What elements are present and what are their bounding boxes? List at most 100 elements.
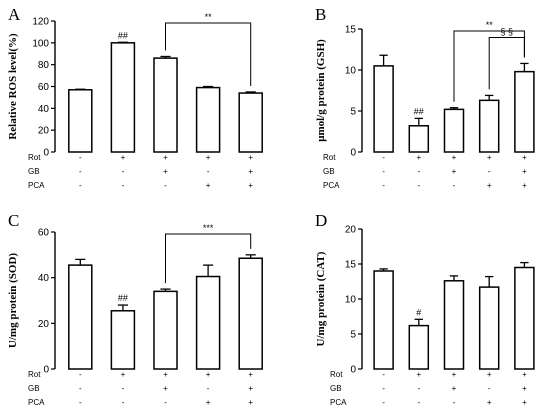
condition-sign: + [487, 370, 492, 379]
significance-mark: # [416, 307, 421, 317]
panel-letter: A [8, 5, 21, 24]
y-tick-label: 60 [38, 228, 50, 239]
y-tick-label: 20 [38, 319, 50, 330]
condition-sign: - [488, 384, 491, 393]
condition-label-gb: GB [330, 384, 342, 393]
bar [373, 270, 394, 370]
condition-sign: + [248, 370, 253, 379]
bar [478, 286, 500, 370]
bar [153, 57, 178, 153]
condition-label-gb: GB [323, 167, 335, 176]
condition-sign: - [382, 384, 385, 393]
significance-mark: ## [118, 30, 128, 40]
bar [373, 65, 394, 153]
bar [195, 275, 221, 370]
condition-sign: - [164, 398, 167, 407]
condition-sign: + [248, 384, 253, 393]
y-axis-label: Relative ROS level(%) [7, 33, 19, 140]
condition-sign: + [206, 398, 211, 407]
condition-sign: - [122, 167, 125, 176]
condition-sign: + [248, 398, 253, 407]
y-tick-label: 5 [350, 107, 356, 118]
condition-sign: - [417, 167, 420, 176]
condition-sign: + [487, 181, 492, 190]
bar [478, 99, 500, 153]
condition-label-pca: PCA [323, 181, 340, 190]
significance-bracket [488, 36, 525, 90]
condition-sign: + [121, 370, 126, 379]
y-tick-label: 40 [38, 104, 50, 115]
condition-sign: + [522, 153, 527, 162]
significance-bracket [165, 22, 252, 86]
bar [68, 264, 93, 370]
y-tick-label: 10 [345, 66, 357, 77]
y-tick-label: 0 [350, 148, 356, 159]
condition-sign: - [207, 167, 210, 176]
condition-sign: - [79, 370, 82, 379]
condition-sign: - [382, 181, 385, 190]
condition-label-pca: PCA [330, 398, 347, 407]
condition-label-pca: PCA [28, 398, 45, 407]
condition-sign: - [79, 181, 82, 190]
panel-letter: B [315, 5, 326, 24]
condition-sign: + [487, 153, 492, 162]
bar [514, 70, 535, 153]
condition-sign: + [163, 167, 168, 176]
condition-sign: + [416, 153, 421, 162]
condition-sign: - [382, 153, 385, 162]
chart-panel-c: C 0 20 40 60 U/mg protein (SOD) ## *** Rot - + + + + G… [7, 211, 263, 407]
condition-sign: + [206, 153, 211, 162]
y-axis-label: U/mg protein (CAT) [315, 251, 327, 346]
condition-sign: - [417, 384, 420, 393]
condition-sign: + [522, 370, 527, 379]
condition-label-rot: Rot [28, 153, 41, 162]
condition-sign: - [122, 181, 125, 190]
condition-sign: - [382, 398, 385, 407]
y-tick-label: 20 [345, 225, 357, 236]
condition-sign: + [163, 153, 168, 162]
condition-sign: + [452, 153, 457, 162]
bar [443, 280, 465, 370]
condition-sign: + [416, 370, 421, 379]
condition-sign: - [122, 398, 125, 407]
condition-sign: - [79, 398, 82, 407]
y-tick-label: 20 [38, 126, 50, 137]
condition-label-gb: GB [28, 167, 40, 176]
bar [195, 86, 221, 153]
condition-sign: + [452, 370, 457, 379]
y-tick-label: 120 [32, 17, 49, 28]
condition-sign: - [79, 153, 82, 162]
bar [153, 290, 178, 370]
chart-panel-d: D 0 5 10 15 20 U/mg protein (CAT) # Rot - + + + + GB - -… [315, 211, 535, 407]
condition-sign: - [488, 167, 491, 176]
condition-sign: + [163, 384, 168, 393]
condition-sign: - [79, 167, 82, 176]
condition-sign: - [382, 167, 385, 176]
bracket-label: ** [205, 12, 213, 22]
condition-sign: + [206, 181, 211, 190]
bar [110, 310, 136, 370]
condition-sign: + [121, 153, 126, 162]
y-axis-label: U/mg protein (SOD) [7, 253, 19, 348]
condition-sign: + [248, 167, 253, 176]
panel-letter: D [315, 211, 327, 230]
bar [68, 89, 93, 153]
condition-sign: + [522, 181, 527, 190]
bar [110, 42, 136, 153]
y-axis-label: μmol/g protein (GSH) [315, 39, 327, 142]
condition-sign: - [417, 181, 420, 190]
condition-sign: - [207, 384, 210, 393]
condition-sign: + [452, 384, 457, 393]
condition-sign: + [248, 181, 253, 190]
condition-label-rot: Rot [330, 370, 343, 379]
condition-sign: + [248, 153, 253, 162]
bar [514, 266, 535, 370]
y-tick-label: 0 [43, 365, 49, 376]
condition-sign: - [164, 181, 167, 190]
bracket-label: § § [501, 26, 514, 36]
y-tick-label: 100 [32, 38, 49, 49]
condition-sign: - [382, 370, 385, 379]
significance-bracket [165, 233, 252, 284]
y-tick-label: 10 [345, 295, 357, 306]
